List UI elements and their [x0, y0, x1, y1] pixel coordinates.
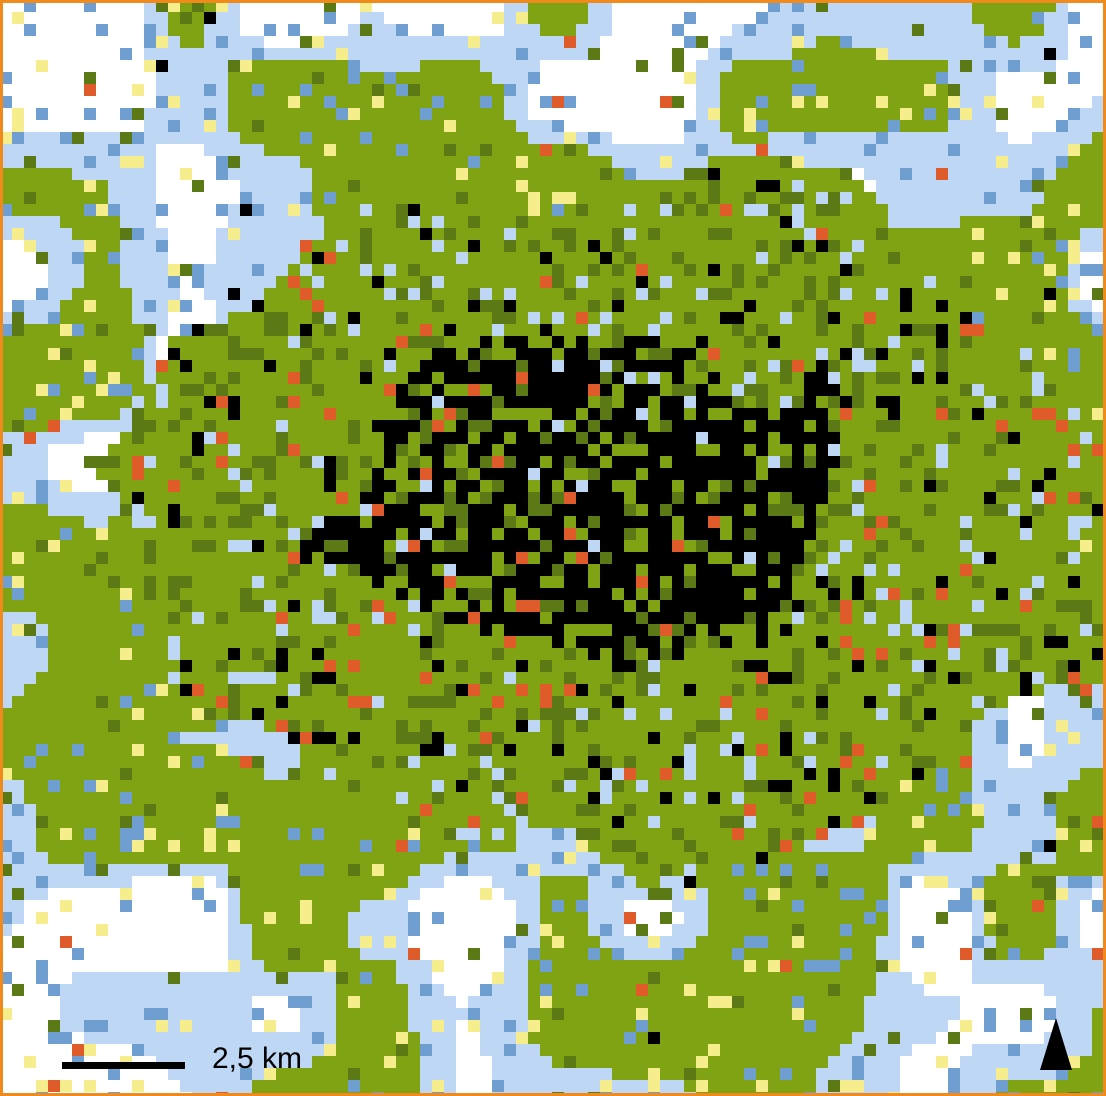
scale-bar-label: 2,5 km	[212, 1042, 302, 1075]
land-cover-map: 2,5 km	[0, 0, 1106, 1096]
scale-bar	[62, 1062, 185, 1069]
raster	[0, 0, 1106, 1096]
page: 2,5 km (() => { const data = JSON.parse(…	[0, 0, 1106, 1096]
